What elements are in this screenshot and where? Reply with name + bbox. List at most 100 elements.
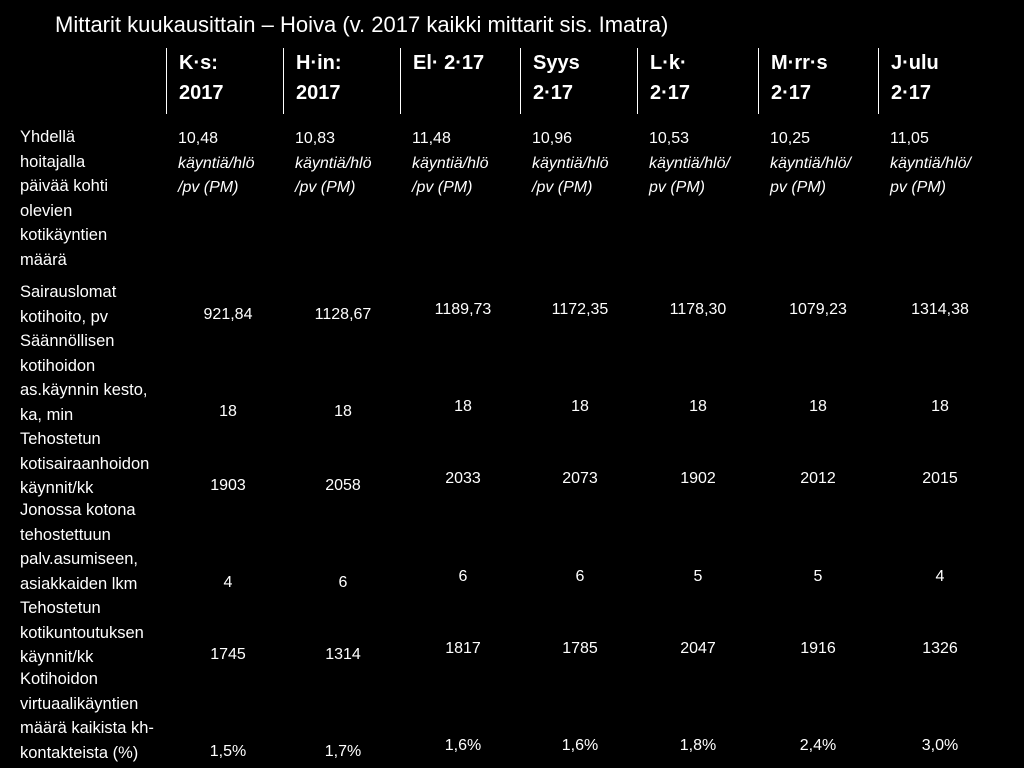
rate-value: 11,05 (890, 130, 929, 147)
row-label-line: tehostettuun (20, 525, 111, 544)
row-label-line: kotihoidon (20, 356, 96, 375)
row-label-line: kontakteista (%) (20, 743, 139, 762)
value-cell: 6 (338, 574, 348, 591)
rate-cell: 10,83 käyntiä/hlö /pv (PM) (295, 127, 372, 201)
value-cell: 1916 (800, 640, 836, 657)
value-cell: 1745 (210, 646, 246, 663)
row-label-line: Yhdellä (20, 128, 76, 146)
column-header-line2: 2·17 (891, 82, 932, 104)
value-cell: 3,0% (921, 737, 959, 754)
rate-cell: 10,25 käyntiä/hlö/ pv (PM) (770, 127, 851, 201)
rate-value: 10,48 (178, 130, 219, 147)
column-header-line2: 2·17 (650, 82, 691, 104)
column-header: L·k· 2·17 (637, 48, 690, 114)
column-header-line2: 2017 (179, 82, 224, 104)
rate-unit: /pv (PM) (178, 179, 239, 196)
row-label-line: määrä (20, 250, 67, 269)
row-label: Sairauslomat kotihoito, pv (20, 280, 170, 329)
value-cell: 18 (571, 398, 589, 415)
row-label-line: kotisairaanhoidon (20, 454, 150, 473)
row-label: Kotihoidon virtuaalikäyntien määrä kaiki… (20, 667, 170, 765)
column-header-line1: Syys (533, 52, 580, 74)
value-cell: 6 (575, 568, 585, 585)
value-cell: 5 (693, 568, 703, 585)
rate-unit: käyntiä/hlö (412, 154, 489, 172)
column-header-line2: 2·17 (533, 82, 574, 104)
value-cell: 1902 (680, 470, 716, 487)
row-label-line: olevien (20, 201, 73, 220)
column-header-line2: 2017 (296, 82, 341, 104)
value-cell: 18 (809, 398, 827, 415)
value-cell: 18 (689, 398, 707, 415)
value-cell: 2073 (562, 470, 598, 487)
value-cell: 2,4% (799, 737, 837, 754)
value-cell: 2015 (922, 470, 958, 487)
value-cell: 1785 (562, 640, 598, 657)
column-header: K·s: 2017 (166, 48, 224, 114)
rate-cell: 10,48 käyntiä/hlö /pv (PM) (178, 127, 255, 201)
value-cell: 18 (454, 398, 472, 415)
row-label-line: määrä kaikista kh- (20, 719, 154, 737)
rate-value: 10,25 (770, 130, 811, 147)
row-label-line: Säännöllisen (20, 332, 115, 350)
rate-cell: 10,96 käyntiä/hlö /pv (PM) (532, 127, 609, 201)
value-cell: 1,5% (209, 743, 247, 760)
row-label-line: Tehostetun (20, 599, 101, 617)
value-cell: 1,7% (324, 743, 362, 760)
column-header: M·rr·s 2·17 (758, 48, 828, 114)
value-cell: 1079,23 (789, 301, 847, 318)
value-cell: 2047 (680, 640, 716, 657)
rate-value: 10,83 (295, 130, 336, 147)
value-cell: 1172,35 (551, 301, 609, 318)
page-title: Mittarit kuukausittain – Hoiva (v. 2017 … (55, 12, 669, 37)
row-label: Tehostetun kotikuntoutuksen käynnit/kk (20, 596, 170, 670)
rate-unit: /pv (PM) (412, 179, 473, 196)
row-label-line: virtuaalikäyntien (20, 694, 139, 713)
value-cell: 5 (813, 568, 823, 585)
row-label-line: Tehostetun (20, 430, 101, 448)
value-cell: 4 (935, 568, 945, 585)
value-cell: 2058 (325, 477, 361, 494)
rate-unit: käyntiä/hlö (178, 154, 255, 172)
rate-unit: käyntiä/hlö/ (649, 154, 730, 172)
row-label: Jonossa kotona tehostettuun palv.asumise… (20, 498, 170, 596)
rate-unit: pv (PM) (649, 179, 705, 196)
value-cell: 1178,30 (669, 301, 727, 318)
rate-cell: 11,05 käyntiä/hlö/ pv (PM) (890, 127, 971, 201)
row-label-line: asiakkaiden lkm (20, 574, 138, 593)
row-label-line: Jonossa kotona (20, 501, 136, 519)
row-label-line: hoitajalla (20, 152, 86, 171)
rate-unit: /pv (PM) (295, 179, 356, 196)
rate-cell: 11,48 käyntiä/hlö /pv (PM) (412, 127, 489, 201)
column-header: El· 2·17 (400, 48, 484, 114)
row-label-line: käynnit/kk (20, 479, 94, 497)
rate-value: 10,96 (532, 130, 573, 147)
column-header-line1: El· 2·17 (413, 52, 485, 74)
rate-unit: käyntiä/hlö/ (770, 154, 851, 172)
row-label-line: Kotihoidon (20, 670, 98, 688)
value-cell: 18 (334, 403, 352, 420)
column-header-line1: M·rr·s (771, 52, 828, 74)
row-label-line: kotikuntoutuksen (20, 623, 144, 642)
value-cell: 18 (219, 403, 237, 420)
column-header-line2: 2·17 (771, 82, 812, 104)
rate-unit: käyntiä/hlö/ (890, 154, 971, 172)
column-header-line1: L·k· (650, 52, 687, 74)
value-cell: 1817 (445, 640, 481, 657)
value-cell: 2012 (800, 470, 836, 487)
value-cell: 18 (931, 398, 949, 415)
column-header-line1: J·ulu (891, 52, 939, 74)
row-label: Tehostetun kotisairaanhoidon käynnit/kk (20, 427, 170, 501)
rate-unit: käyntiä/hlö (295, 154, 372, 172)
row-label-line: palv.asumiseen, (20, 550, 139, 568)
row-label-line: Sairauslomat (20, 283, 117, 301)
value-cell: 1,6% (561, 737, 599, 754)
rate-unit: pv (PM) (890, 179, 946, 196)
value-cell: 1,6% (444, 737, 482, 754)
column-header: J·ulu 2·17 (878, 48, 939, 114)
column-header: Syys 2·17 (520, 48, 580, 114)
row-label-line: käynnit/kk (20, 648, 94, 666)
rate-unit: pv (PM) (770, 179, 826, 196)
value-cell: 4 (223, 574, 233, 591)
value-cell: 1314,38 (911, 301, 969, 318)
